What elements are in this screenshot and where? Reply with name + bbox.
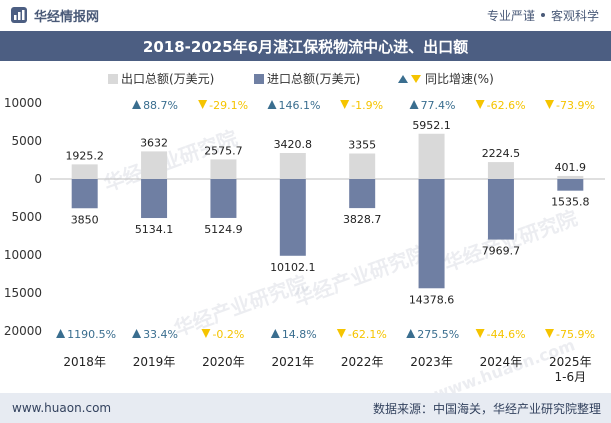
export-growth-label: 88.7% [143, 99, 178, 112]
export-growth-label: -29.1% [209, 99, 248, 112]
down-arrow-icon [201, 329, 211, 338]
separator-dot-icon [540, 13, 545, 17]
x-tick-label: 2018年 [63, 355, 106, 369]
footer-website-link[interactable]: www.huaon.com [12, 401, 112, 415]
up-arrow-icon [409, 100, 419, 109]
import-bar [71, 179, 98, 209]
legend-down-arrow-icon [411, 75, 421, 83]
export-value-label: 401.9 [555, 161, 587, 174]
brand[interactable]: 华经情报网 [10, 6, 99, 25]
export-growth-label: -73.9% [556, 99, 595, 112]
import-value-label: 3850 [71, 213, 99, 226]
export-value-label: 3632 [140, 136, 168, 149]
x-tick-label: 2023年 [410, 355, 453, 369]
up-arrow-icon [56, 329, 66, 338]
import-growth-label: -75.9% [556, 328, 595, 341]
export-value-label: 3420.8 [274, 138, 313, 151]
x-tick-label: 2021年 [272, 355, 315, 369]
legend-swatch-export [108, 74, 118, 84]
export-growth-label: 146.1% [279, 99, 321, 112]
import-growth-label: -62.1% [348, 328, 387, 341]
import-growth-label: 275.5% [417, 328, 459, 341]
legend-up-arrow-icon [398, 75, 408, 83]
y-tick-label: 15000 [4, 286, 42, 300]
chart: 出口总额(万美元) 进口总额(万美元) 同比增速(%) 10000 5000 0 5000 1… [4, 72, 605, 384]
export-bar [210, 159, 237, 179]
import-growth-label: -44.6% [487, 328, 526, 341]
import-value-label: 1535.8 [551, 196, 590, 209]
import-growth-label: -0.2% [212, 328, 244, 341]
y-tick-label: 20000 [4, 324, 42, 338]
chart-title-bar: 2018-2025年6月湛江保税物流中心进、出口额 [0, 31, 611, 61]
legend-label-growth: 同比增速(%) [425, 72, 494, 86]
tagline: 专业严谨 客观科学 [487, 7, 599, 24]
x-tick-label: 2022年 [341, 355, 384, 369]
footer-source: 数据来源：中国海关，华经产业研究院整理 [372, 401, 601, 416]
down-arrow-icon [545, 329, 555, 338]
footer-bar: www.huaon.com 数据来源：中国海关，华经产业研究院整理 [0, 393, 611, 423]
export-bar [557, 175, 584, 179]
import-bar [349, 179, 376, 209]
y-tick-label: 10000 [4, 248, 42, 262]
y-tick-label: 10000 [4, 96, 42, 110]
x-tick-label: 2025年 [549, 355, 592, 369]
y-tick-label: 0 [34, 172, 42, 186]
export-growth-label: 77.4% [421, 99, 456, 112]
legend-label-export: 出口总额(万美元) [121, 72, 214, 86]
legend-swatch-import [254, 74, 264, 84]
export-value-label: 1925.2 [65, 149, 104, 162]
import-bar [418, 179, 445, 289]
import-value-label: 7969.7 [482, 245, 521, 258]
down-arrow-icon [545, 100, 555, 109]
up-arrow-icon [270, 329, 280, 338]
chart-title: 2018-2025年6月湛江保税物流中心进、出口额 [142, 37, 469, 56]
export-growth-label: -1.9% [351, 99, 383, 112]
import-value-label: 10102.1 [270, 261, 316, 274]
export-value-label: 2224.5 [482, 147, 521, 160]
down-arrow-icon [475, 100, 485, 109]
export-bar [71, 164, 98, 179]
import-value-label: 5134.1 [135, 223, 174, 236]
up-arrow-icon [132, 329, 142, 338]
x-tick-label: 2020年 [202, 355, 245, 369]
down-arrow-icon [475, 329, 485, 338]
export-value-label: 3355 [348, 139, 376, 152]
x-tick-label: 2019年 [133, 355, 176, 369]
import-growth-label: 14.8% [282, 328, 317, 341]
brand-name: 华经情报网 [34, 9, 100, 25]
import-bar [279, 179, 306, 256]
import-value-label: 14378.6 [409, 293, 455, 306]
export-bar [487, 162, 514, 179]
legend-label-import: 进口总额(万美元) [267, 72, 360, 86]
tagline-left: 专业严谨 [486, 8, 535, 23]
import-bar [487, 179, 514, 240]
export-bar [279, 153, 306, 179]
import-value-label: 5124.9 [204, 223, 243, 236]
export-value-label: 2575.7 [204, 144, 243, 157]
import-growth-label: 33.4% [143, 328, 178, 341]
x-tick-label: 2024年 [480, 355, 523, 369]
import-bar [210, 179, 237, 218]
tagline-right: 客观科学 [550, 8, 599, 23]
up-arrow-icon [132, 100, 142, 109]
down-arrow-icon [198, 100, 208, 109]
y-tick-label: 5000 [11, 210, 42, 224]
export-value-label: 5952.1 [412, 119, 451, 132]
down-arrow-icon [340, 100, 350, 109]
x-tick-label: 1-6月 [555, 370, 587, 384]
up-arrow-icon [267, 100, 277, 109]
export-growth-label: -62.6% [487, 99, 526, 112]
huajing-logo-icon [11, 7, 27, 23]
y-tick-label: 5000 [11, 134, 42, 148]
up-arrow-icon [406, 329, 416, 338]
top-bar: 华经情报网 专业严谨 客观科学 [0, 0, 611, 30]
import-bar [141, 179, 168, 219]
export-bar [349, 153, 376, 179]
import-value-label: 3828.7 [343, 213, 382, 226]
export-bar [141, 151, 168, 179]
down-arrow-icon [336, 329, 346, 338]
export-bar [418, 133, 445, 179]
import-bar [557, 179, 584, 191]
import-growth-label: 1190.5% [67, 328, 116, 341]
